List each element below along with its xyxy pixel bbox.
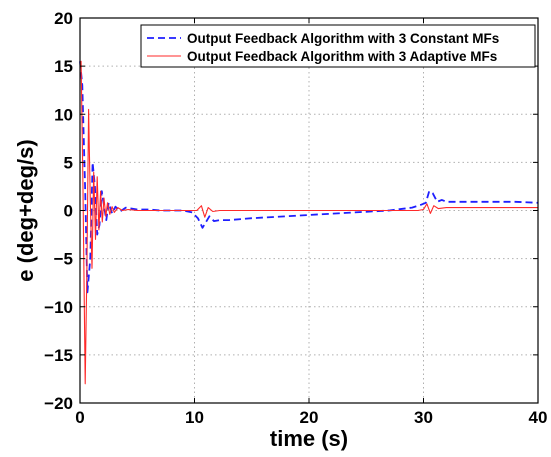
y-tick-label: 5 bbox=[64, 153, 73, 172]
x-axis-label: time (s) bbox=[270, 426, 348, 451]
y-tick-label: 20 bbox=[54, 9, 73, 28]
y-tick-label: −20 bbox=[44, 394, 73, 413]
y-tick-label: 10 bbox=[54, 105, 73, 124]
y-tick-label: −10 bbox=[44, 298, 73, 317]
x-tick-label: 30 bbox=[414, 408, 433, 427]
y-tick-label: −15 bbox=[44, 346, 73, 365]
y-tick-label: 0 bbox=[64, 202, 73, 221]
legend-entry-constant-mfs: Output Feedback Algorithm with 3 Constan… bbox=[187, 31, 499, 46]
legend-entry-adaptive-mfs: Output Feedback Algorithm with 3 Adaptiv… bbox=[187, 49, 497, 64]
x-tick-label: 20 bbox=[300, 408, 319, 427]
x-tick-label: 40 bbox=[529, 408, 548, 427]
y-tick-label: −5 bbox=[54, 250, 73, 269]
legend: Output Feedback Algorithm with 3 Constan… bbox=[140, 24, 536, 68]
series-layer bbox=[79, 60, 539, 385]
grid bbox=[80, 18, 538, 403]
x-tick-label: 0 bbox=[75, 408, 84, 427]
ticks: 0 10 20 30 40 20 15 10 5 0 −5 −10 −15 −20 bbox=[44, 9, 547, 427]
legend-box bbox=[140, 24, 536, 68]
y-axis-label: e (deg+deg/s) bbox=[13, 139, 38, 281]
y-tick-label: 15 bbox=[54, 57, 73, 76]
series-line-adaptive-mfs bbox=[79, 60, 538, 385]
x-tick-label: 10 bbox=[185, 408, 204, 427]
